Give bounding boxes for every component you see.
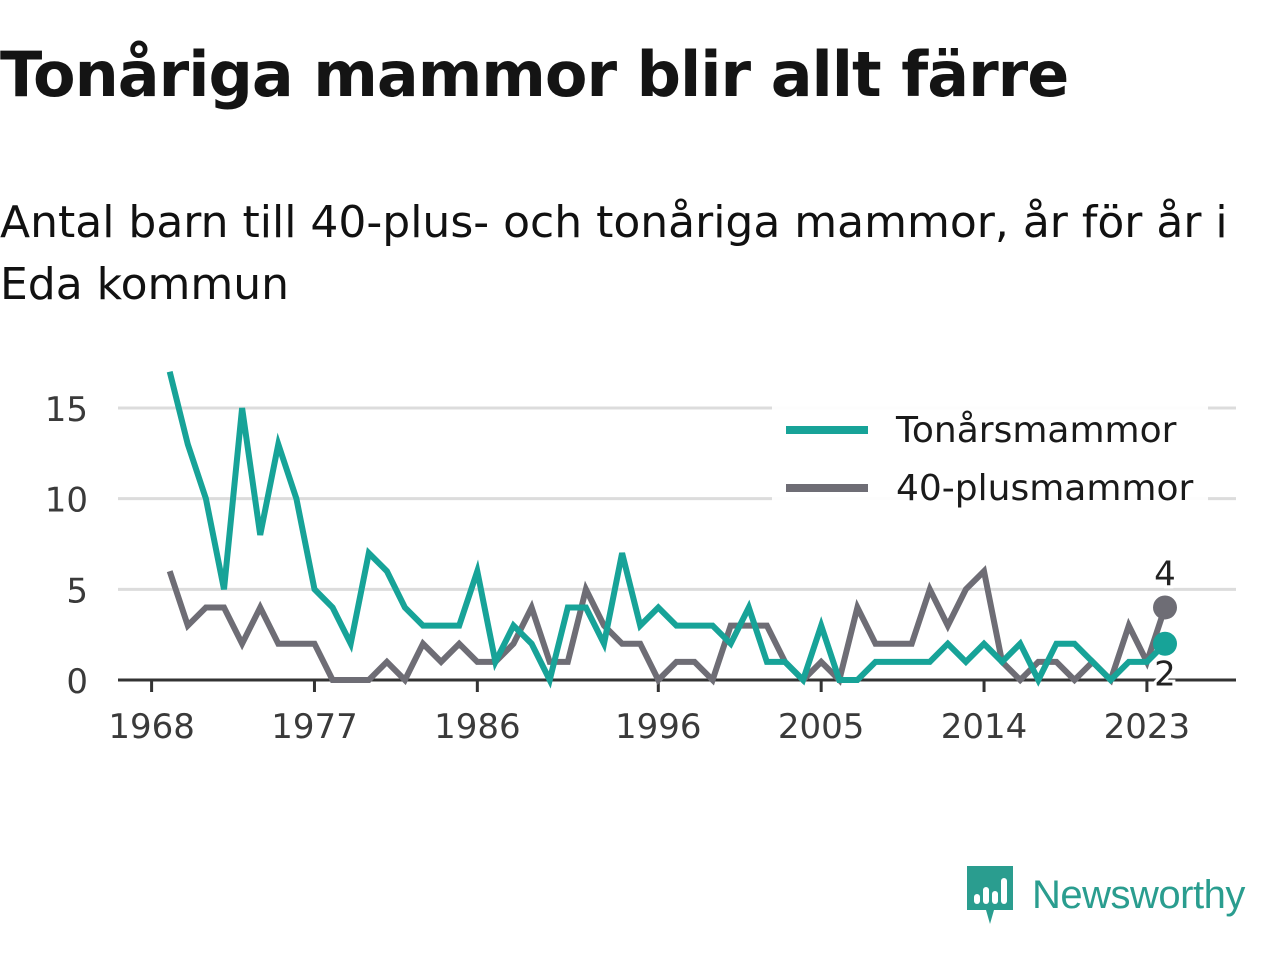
- y-tick-label: 0: [66, 662, 88, 702]
- y-tick-label: 15: [45, 390, 88, 430]
- series-layer: 24: [166, 370, 1179, 698]
- series-end-label-0: 2: [1154, 655, 1176, 695]
- page-title: Tonåriga mammor blir allt färre: [0, 38, 1069, 111]
- brand-name: Newsworthy: [1032, 872, 1245, 917]
- legend-background: [772, 404, 1208, 522]
- page-subtitle: Antal barn till 40-plus- och tonåriga ma…: [0, 197, 1228, 310]
- x-tick-label: 1986: [434, 707, 521, 747]
- brand-logo: Newsworthy: [964, 864, 1245, 926]
- newsworthy-logo-icon: [967, 866, 1013, 924]
- y-tick-label: 10: [45, 481, 88, 521]
- x-tick-label: 1996: [615, 707, 702, 747]
- legend: Tonårsmammor 40-plusmammor: [772, 404, 1208, 522]
- series-line-0: [166, 370, 1168, 689]
- series-end-point-0: [1153, 631, 1178, 656]
- x-tick-label: 1977: [271, 707, 358, 747]
- x-tick-label: 1968: [108, 707, 195, 747]
- x-tick-label: 2023: [1104, 707, 1191, 747]
- legend-label-0: Tonårsmammor: [895, 410, 1177, 451]
- x-tick-label: 2005: [778, 707, 865, 747]
- y-tick-label: 5: [66, 571, 88, 611]
- series-end-label-1: 4: [1154, 554, 1176, 594]
- y-axis-ticks: 0 5 10 15: [45, 390, 88, 702]
- x-axis: 1968 1977 1986 1996 2005 2014 2023: [108, 678, 1236, 747]
- legend-label-1: 40-plusmammor: [896, 468, 1194, 509]
- series-end-point-1: [1153, 595, 1178, 620]
- series-line-1: [166, 565, 1168, 686]
- x-tick-label: 2014: [941, 707, 1028, 747]
